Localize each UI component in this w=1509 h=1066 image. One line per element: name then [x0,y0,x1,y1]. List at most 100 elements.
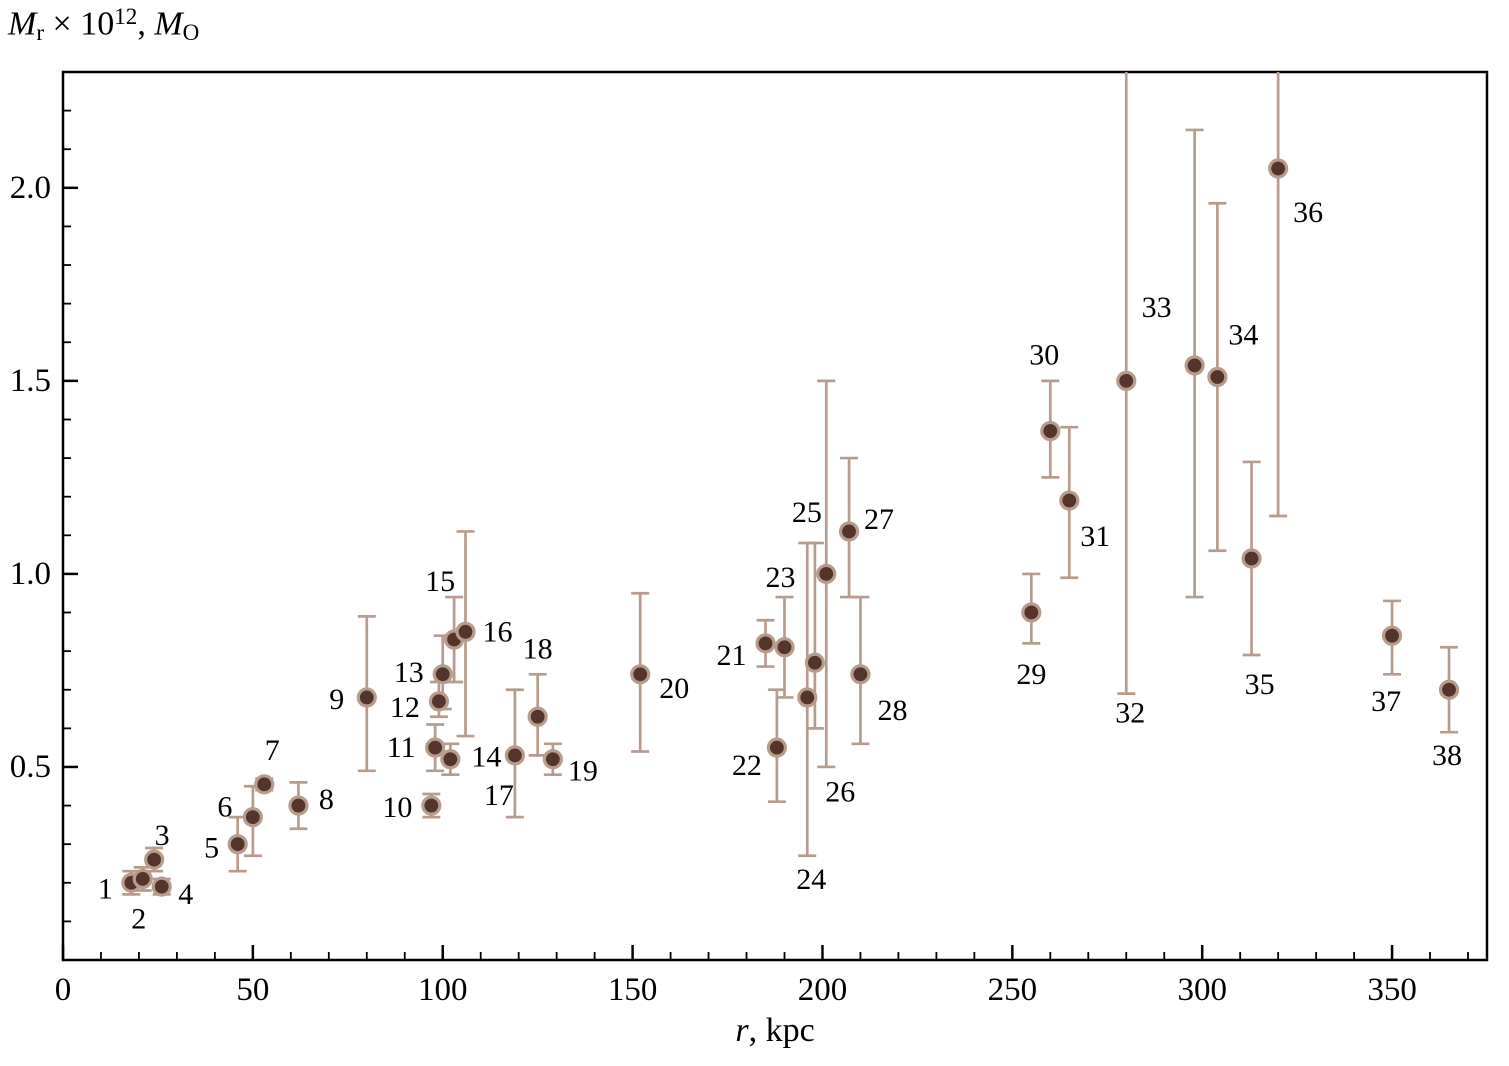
data-point [542,749,563,770]
data-point [1381,625,1403,646]
y-axis-title-symbol: M [8,5,37,43]
y-axis-title-mass-symbol: M [154,5,183,43]
x-tick-label: 0 [55,972,72,1008]
x-axis-title: r, kpc [63,1012,1487,1050]
x-axis-title-unit: , kpc [748,1012,815,1049]
point-label: 20 [659,672,689,705]
point-label: 35 [1245,668,1275,701]
data-point [816,563,837,585]
data-point [144,849,165,870]
data-point [440,749,461,770]
x-tick-label: 150 [608,972,658,1008]
point-label: 15 [425,565,455,598]
y-tick-label: 2.0 [10,170,51,206]
point-label: 24 [796,863,826,896]
y-axis-title-subscript: r [36,20,45,47]
point-label: 6 [217,791,232,824]
data-point [151,876,172,897]
data-point [504,745,525,766]
data-point [630,664,651,685]
data-point [132,868,153,890]
data-point [755,633,776,654]
data-point [1116,370,1137,391]
point-label: 12 [390,691,420,724]
point-label: 11 [387,731,416,764]
y-axis-title: Mr × 1012, MO [8,4,199,47]
data-point [288,795,309,816]
point-label: 31 [1080,520,1110,553]
data-point [432,664,453,685]
point-label: 13 [394,656,424,689]
data-point [356,687,377,708]
point-label: 23 [765,561,795,594]
point-label: 14 [471,741,501,774]
x-tick-label: 250 [988,972,1038,1008]
point-label: 34 [1228,319,1258,352]
data-point [254,774,275,795]
data-point [1268,158,1289,179]
x-tick-label: 100 [418,972,468,1008]
x-tick-label: 50 [236,972,269,1008]
point-label: 26 [825,775,855,808]
data-point [1241,548,1262,569]
point-label: 5 [204,832,219,865]
data-point [850,664,871,685]
point-label: 30 [1029,339,1059,372]
data-point [1207,366,1228,388]
y-axis-title-solar-subscript: O [182,20,200,47]
data-point [766,737,787,758]
point-label: 36 [1293,196,1323,229]
point-label: 18 [523,632,553,665]
data-point [797,687,818,708]
data-point [421,795,442,816]
point-label: 37 [1371,685,1401,718]
point-label: 25 [792,496,822,529]
data-point [774,637,795,658]
point-label: 4 [178,878,193,911]
point-label: 33 [1142,291,1172,324]
data-point [242,807,263,828]
point-label: 16 [483,615,513,648]
data-point [1059,490,1080,511]
point-label: 10 [382,791,412,824]
point-label: 38 [1432,739,1462,772]
point-label: 28 [877,694,907,727]
y-axis-title-comma: , [137,5,155,43]
x-axis-title-symbol: r [735,1012,749,1049]
data-point [428,691,450,712]
point-label: 17 [484,779,514,812]
data-point [1184,355,1205,376]
y-tick-label: 1.0 [10,556,51,592]
data-point [1438,679,1460,700]
data-point [227,834,248,855]
data-point [838,521,860,542]
y-axis-title-exponent: 12 [114,4,138,30]
point-label: 27 [864,503,894,536]
data-point [425,737,446,758]
y-tick-label: 0.5 [10,749,51,785]
point-label: 9 [329,683,344,716]
x-tick-label: 350 [1367,972,1417,1008]
point-label: 22 [732,749,762,782]
point-label: 2 [131,902,146,935]
point-label: 32 [1115,696,1145,729]
point-label: 19 [568,755,598,788]
x-tick-label: 200 [798,972,848,1008]
point-label: 7 [265,734,280,767]
data-point [804,652,825,673]
data-point [455,621,476,642]
point-label: 8 [319,783,334,816]
y-tick-label: 1.5 [10,363,51,399]
data-point [1040,420,1061,442]
data-point [527,706,548,727]
data-point [1021,602,1042,623]
y-axis-title-times: × 10 [44,5,115,43]
point-label: 1 [98,872,113,905]
point-label: 21 [717,639,747,672]
point-label: 3 [155,819,170,852]
plot-frame [61,70,1489,962]
x-tick-label: 300 [1177,972,1227,1008]
point-label: 29 [1016,658,1046,691]
